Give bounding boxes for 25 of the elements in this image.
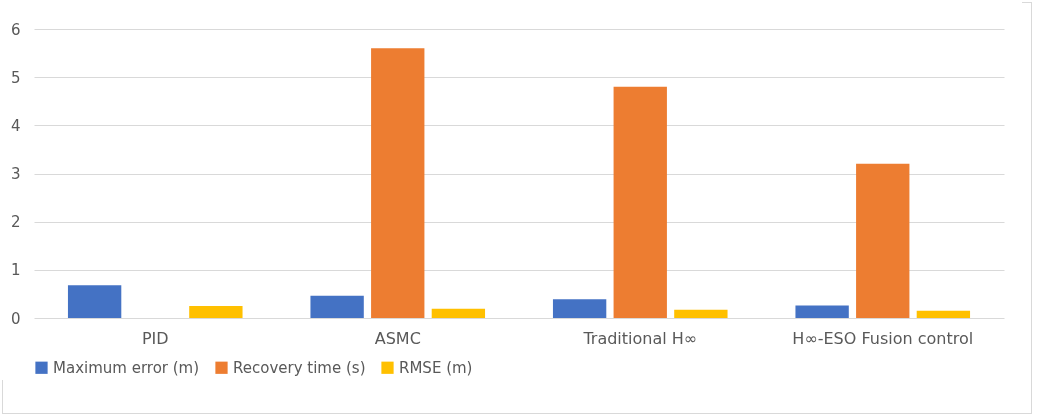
- bar: [371, 48, 425, 318]
- y-tick-label: 6: [10, 20, 21, 39]
- bar: [189, 305, 243, 318]
- y-tick-label: 1: [10, 261, 21, 280]
- y-tick-label: 2: [10, 213, 21, 232]
- legend-label: Maximum error (m): [53, 358, 200, 377]
- bar: [552, 299, 607, 318]
- x-tick-label: ASMC: [374, 328, 421, 348]
- x-tick-label: H∞-ESO Fusion control: [792, 328, 974, 348]
- bar: [674, 309, 728, 318]
- y-tick-label: 0: [10, 309, 21, 328]
- legend-label: Recovery time (s): [233, 358, 366, 377]
- x-tick-label: Traditional H∞: [582, 328, 698, 348]
- bar: [67, 285, 122, 318]
- legend-label: RMSE (m): [399, 358, 473, 377]
- y-tick-label: 3: [10, 165, 21, 183]
- y-tick-label: 4: [10, 116, 21, 135]
- y-tick-label: 5: [10, 68, 21, 87]
- bar: [856, 163, 910, 318]
- x-tick-label: PID: [141, 328, 169, 348]
- bar: [795, 305, 849, 318]
- bar: [916, 310, 971, 318]
- bar: [613, 86, 667, 318]
- bar: [431, 308, 486, 318]
- bar: [310, 295, 364, 318]
